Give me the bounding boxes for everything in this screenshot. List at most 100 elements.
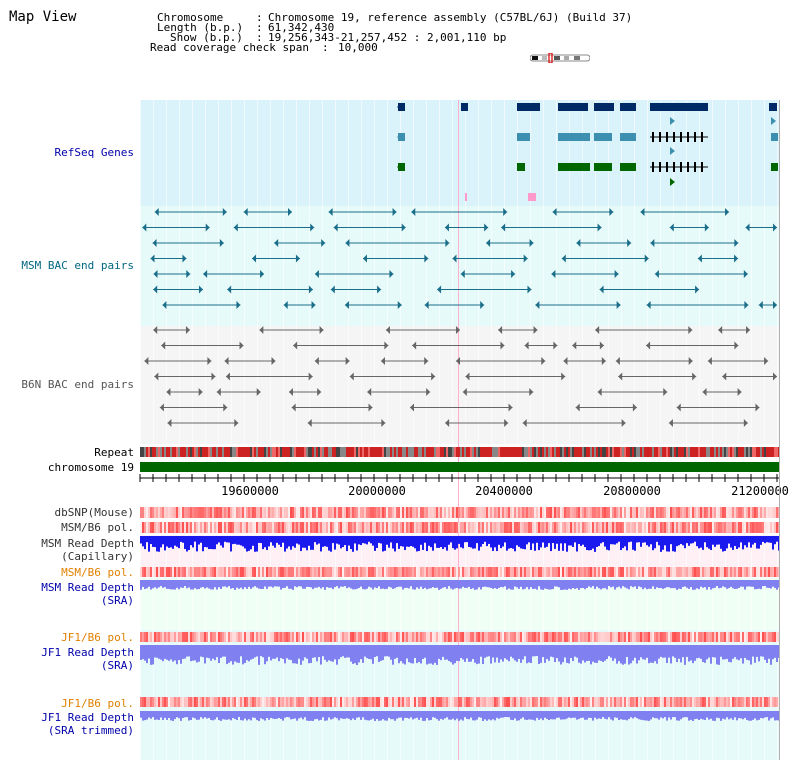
jf1-b6-pol-trim-strip <box>484 697 486 707</box>
exon <box>701 132 703 142</box>
msm-depth-capillary-bar <box>416 536 418 552</box>
msm-depth-sra-bar <box>742 580 744 587</box>
dbsnp-strip <box>642 507 644 518</box>
dbsnp-strip <box>436 507 438 518</box>
msm-depth-capillary-bar <box>704 536 706 543</box>
repeat-block <box>140 447 142 457</box>
jf1-b6-pol-trim-strip <box>616 697 618 707</box>
refseq-gene <box>620 103 636 111</box>
msm-b6-pol-strip <box>522 522 524 533</box>
jf1-b6-pol-trim-strip <box>358 697 360 707</box>
msm-b6-pol-strip <box>354 522 356 533</box>
msm-depth-capillary-bar <box>328 536 330 551</box>
jf1-depth-sra-bar <box>672 645 674 657</box>
jf1-b6-pol-strip <box>662 632 664 642</box>
dbsnp-strip <box>210 507 212 518</box>
jf1-depth-trim-bar <box>502 711 504 718</box>
jf1-depth-trim-bar <box>394 711 396 721</box>
msm-depth-sra-bar <box>454 580 456 589</box>
msm-depth-capillary-bar <box>542 536 544 543</box>
jf1-b6-pol-trim-strip <box>512 697 514 707</box>
coverage-span-value: 10,000 <box>338 41 378 54</box>
msm-depth-sra-bar <box>548 580 550 590</box>
msm-b6-pol-strip <box>650 522 652 533</box>
jf1-b6-pol-trim-strip <box>644 697 646 707</box>
msm-b6-pol-sra-strip <box>260 567 262 577</box>
repeat-block <box>632 447 634 457</box>
jf1-read-depth-sra-sub: (SRA) <box>100 659 134 672</box>
jf1-depth-sra-bar <box>512 645 514 659</box>
dbsnp-strip <box>564 507 566 518</box>
msm-b6-pol-sra-strip <box>754 567 756 577</box>
jf1-depth-trim-bar <box>362 711 364 718</box>
b6n-bac-end <box>524 341 529 350</box>
jf1-b6-pol-strip <box>274 632 276 642</box>
msm-depth-capillary-bar <box>272 536 274 546</box>
jf1-depth-sra-bar <box>600 645 602 661</box>
jf1-depth-trim-bar <box>204 711 206 718</box>
jf1-b6-pol-trim-strip <box>190 697 192 707</box>
msm-depth-sra-bar <box>498 580 500 588</box>
jf1-b6-pol-strip <box>474 632 476 642</box>
jf1-depth-trim-bar <box>392 711 394 720</box>
jf1-b6-pol-strip <box>238 632 240 642</box>
b6n-bac-end <box>529 388 534 396</box>
msm-b6-pol-strip <box>320 522 322 533</box>
repeat-block <box>338 447 340 457</box>
dbsnp-strip <box>400 507 402 518</box>
jf1-depth-trim-bar <box>744 711 746 718</box>
jf1-b6-pol-strip <box>492 632 494 642</box>
jf1-b6-pol-trim-strip <box>422 697 424 707</box>
msm-depth-sra-bar <box>156 580 158 589</box>
chromosome-ideogram-icon[interactable] <box>530 53 590 63</box>
repeat-block <box>206 447 208 457</box>
msm-depth-sra-bar <box>596 580 598 587</box>
jf1-depth-trim-bar <box>276 711 278 719</box>
dbsnp-strip <box>404 507 406 518</box>
msm-b6-pol-strip <box>264 522 266 533</box>
msm-b6-pol-strip <box>208 522 210 533</box>
jf1-depth-trim-bar <box>516 711 518 721</box>
msm-depth-sra-bar <box>558 580 560 588</box>
jf1-b6-pol-trim-strip <box>446 697 448 707</box>
jf1-b6-pol-trim-strip <box>176 697 178 707</box>
jf1-depth-sra-bar <box>632 645 634 661</box>
msm-b6-pol-sra-strip <box>364 567 366 577</box>
jf1-depth-sra-bar <box>424 645 426 658</box>
repeat-block <box>182 447 184 457</box>
msm-depth-sra-bar <box>678 580 680 589</box>
jf1-depth-trim-bar <box>724 711 726 720</box>
repeat-block <box>494 447 496 457</box>
msm-b6-pol-sra-strip <box>278 567 280 577</box>
msm-depth-sra-bar <box>148 580 150 587</box>
repeat-block <box>216 447 218 457</box>
msm-depth-capillary-bar <box>186 536 188 552</box>
b6n-bac-end <box>541 357 546 365</box>
jf1-depth-trim-bar <box>420 711 422 718</box>
msm-depth-capillary-bar <box>636 536 638 543</box>
repeat-block <box>704 447 706 457</box>
msm-b6-pol-strip <box>244 522 246 533</box>
msm-b6-pol-strip <box>558 522 560 533</box>
msm-b6-pol-sra-strip <box>476 567 478 577</box>
msm-depth-sra-bar <box>664 580 666 589</box>
jf1-depth-sra-bar <box>384 645 386 657</box>
msm-b6-pol-strip <box>272 522 274 533</box>
msm-b6-pol-strip <box>698 522 700 533</box>
msm-b6-pol-sra-strip <box>294 567 296 577</box>
msm-b6-pol-sra-strip <box>402 567 404 577</box>
jf1-depth-sra-bar <box>170 645 172 660</box>
jf1-depth-trim-bar <box>600 711 602 719</box>
jf1-depth-sra-bar <box>578 645 580 663</box>
b6n-bac-end <box>319 326 324 334</box>
msm-depth-sra-bar <box>290 580 292 589</box>
msm-depth-capillary-bar <box>734 536 736 547</box>
jf1-depth-trim-bar <box>568 711 570 718</box>
msm-b6-pol-strip <box>700 522 702 533</box>
dbsnp-strip <box>538 507 540 518</box>
msm-depth-sra-bar <box>588 580 590 587</box>
jf1-depth-trim-bar <box>208 711 210 718</box>
coverage-span-label: Read coverage check span <box>150 41 309 54</box>
repeat-block <box>270 447 272 457</box>
